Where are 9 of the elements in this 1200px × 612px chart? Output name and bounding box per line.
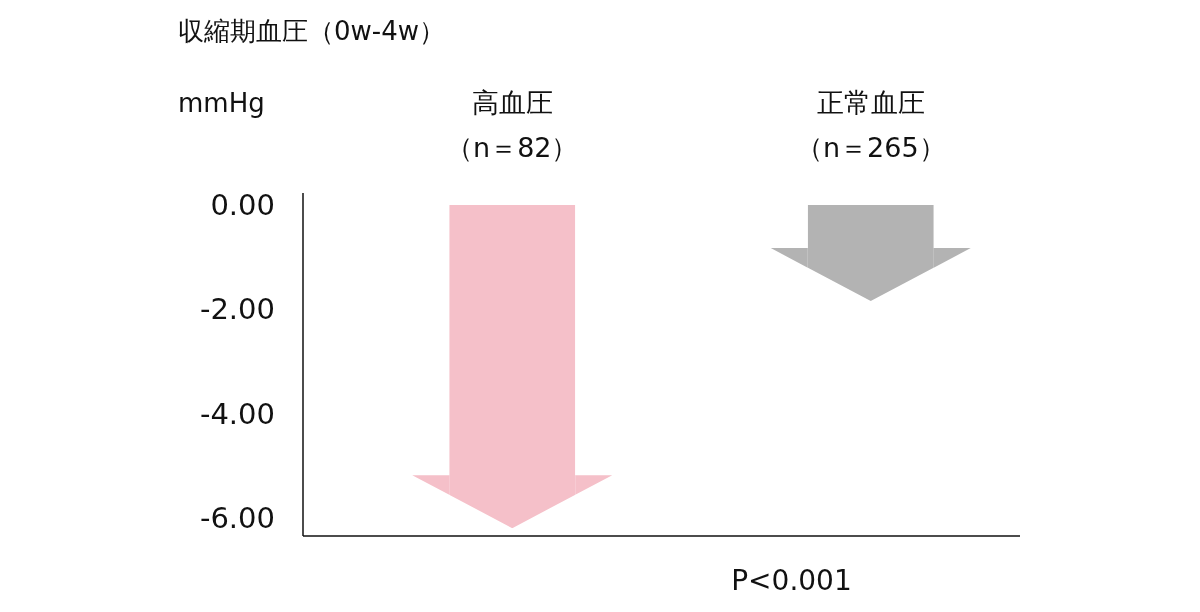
- x-tick-label: 高血圧（n＝82）: [446, 87, 579, 163]
- y-tick-label: -2.00: [199, 292, 275, 327]
- y-tick-label: -6.00: [199, 501, 275, 536]
- x-tick-label: 正常血圧（n＝265）: [795, 87, 946, 163]
- chart-title: 収縮期血圧（0w-4w）: [178, 16, 445, 46]
- text: P<0.001: [731, 564, 852, 597]
- y-tick-label: 0.00: [210, 188, 275, 223]
- y-tick-label: -4.00: [199, 396, 275, 431]
- y-axis-title: mmHg: [178, 88, 265, 118]
